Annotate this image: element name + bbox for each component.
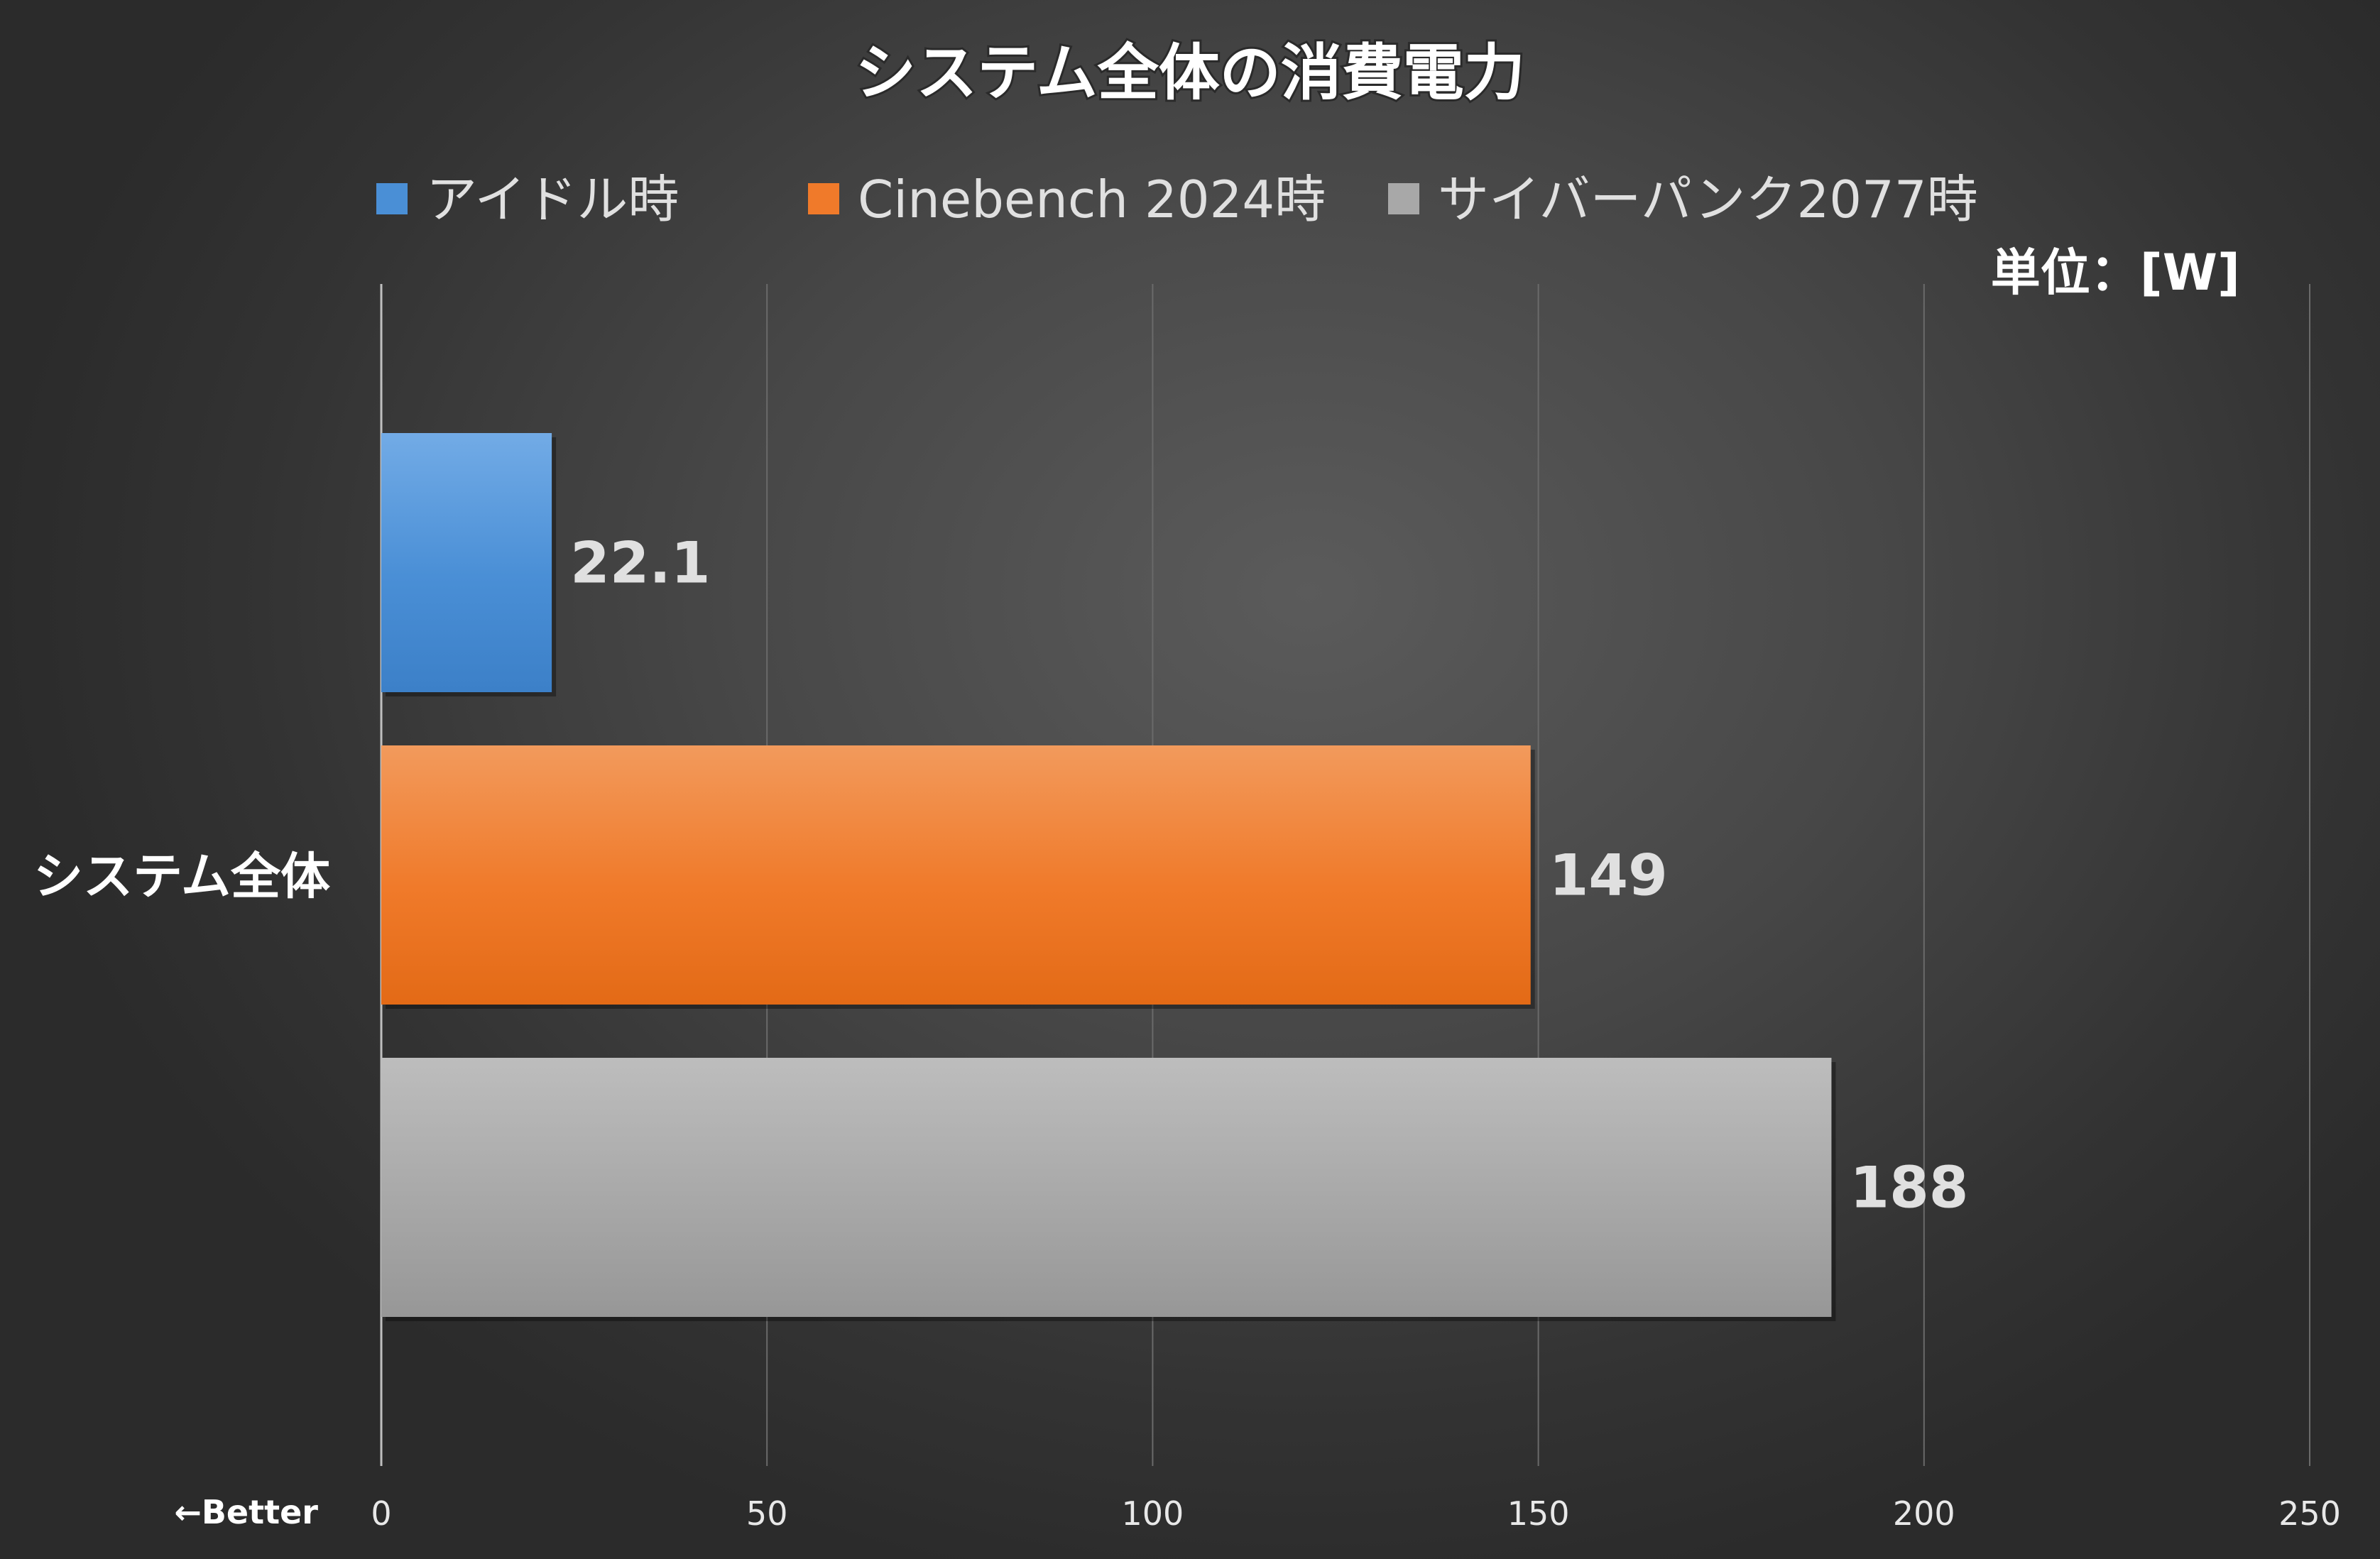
- labels: 0 50 100 150 200 250 22.1 149 188 システム全体: [33, 530, 2341, 1533]
- x-tick-label: 50: [746, 1494, 788, 1533]
- unit-label: 単位：[W]: [1991, 244, 2240, 302]
- data-label-2: 149: [1549, 843, 1668, 909]
- x-tick-label: 150: [1507, 1494, 1570, 1533]
- legend-label-1: アイドル時: [426, 170, 679, 229]
- better-note: ←Better: [174, 1493, 318, 1531]
- legend-swatch-1: [376, 183, 408, 214]
- category-label: システム全体: [33, 848, 330, 906]
- x-tick-label: 200: [1893, 1494, 1955, 1533]
- legend-label-3: サイバーパンク2077時: [1438, 170, 1978, 229]
- chart-title: システム全体の消費電力: [855, 38, 1524, 109]
- legend-swatch-2: [808, 183, 839, 214]
- x-tick-label: 100: [1121, 1494, 1184, 1533]
- bar-2: [381, 745, 1531, 1005]
- data-label-1: 22.1: [570, 530, 710, 596]
- legend: アイドル時 Cinebench 2024時 サイバーパンク2077時: [376, 170, 1978, 229]
- legend-swatch-3: [1388, 183, 1419, 214]
- x-tick-label: 0: [371, 1494, 391, 1533]
- bar-1: [381, 433, 552, 692]
- bar-3: [381, 1058, 1832, 1317]
- bars: [381, 433, 1836, 1321]
- legend-label-2: Cinebench 2024時: [858, 170, 1326, 229]
- data-label-3: 188: [1850, 1155, 1968, 1221]
- x-tick-label: 250: [2278, 1494, 2341, 1533]
